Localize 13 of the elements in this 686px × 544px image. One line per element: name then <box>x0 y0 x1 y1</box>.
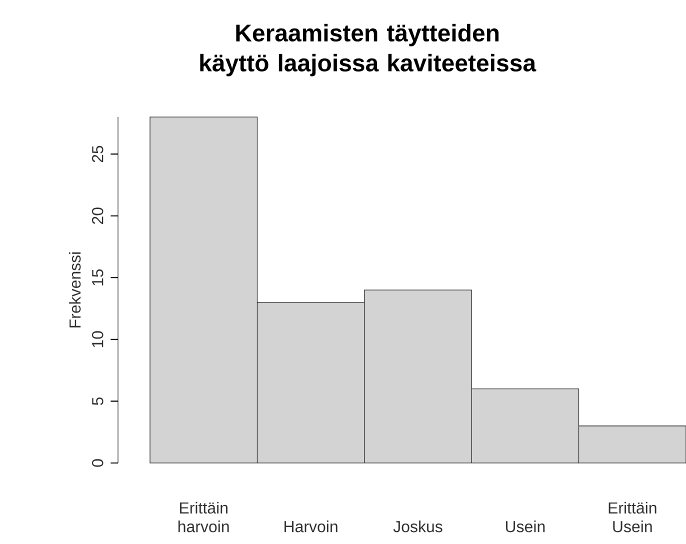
y-tick-label: 25 <box>92 146 104 162</box>
y-tick-label: 20 <box>92 208 104 224</box>
y-axis-title: Frekvenssi <box>68 252 81 328</box>
x-tick-label: Harvoin <box>284 520 338 532</box>
x-tick-label: Erittäin Usein <box>608 502 656 532</box>
y-tick-label: 10 <box>92 331 104 348</box>
x-tick-label: Joskus <box>393 520 442 532</box>
chart-title: Keraamisten täytteiden käyttö laajoissa kaviteeteissa <box>200 24 536 76</box>
y-tick-label: 15 <box>92 269 104 286</box>
x-tick-label: Usein <box>506 520 545 532</box>
y-tick-label: 0 <box>92 459 104 467</box>
y-tick-label: 5 <box>92 397 104 406</box>
x-tick-label: Erittäin harvoin <box>178 502 229 532</box>
